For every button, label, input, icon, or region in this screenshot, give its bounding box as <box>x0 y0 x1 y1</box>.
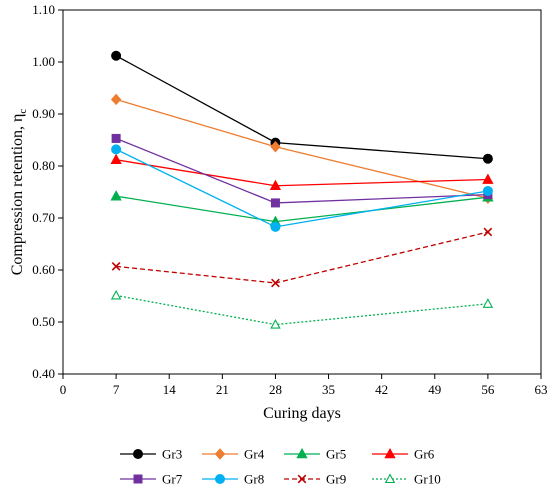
legend-label: Gr6 <box>414 447 435 462</box>
legend-item-gr3: Gr3 <box>120 447 182 462</box>
legend-label: Gr10 <box>414 472 441 487</box>
legend-swatch-marker <box>384 447 396 459</box>
series-gr3 <box>111 50 493 164</box>
data-point-gr3 <box>482 153 493 164</box>
legend-label: Gr8 <box>244 472 264 487</box>
data-point-gr5 <box>110 190 122 201</box>
legend-swatch-marker <box>296 447 308 459</box>
data-point-gr6 <box>269 179 282 191</box>
x-tick-label: 42 <box>375 382 388 397</box>
series-line-gr4 <box>115 98 489 199</box>
data-point-gr7 <box>270 198 280 208</box>
legend-swatch-marker <box>297 474 307 484</box>
x-tick-label: 21 <box>216 382 229 397</box>
data-point-gr6 <box>110 153 122 165</box>
x-axis-title: Curing days <box>263 405 341 422</box>
legend: Gr3 Gr4 Gr5 Gr6 Gr7 Gr8 Gr9 Gr10 <box>120 447 441 487</box>
y-tick-label: 0.80 <box>32 158 55 173</box>
data-point-gr4 <box>110 93 122 106</box>
y-tick-label: 0.70 <box>32 210 55 225</box>
data-point-gr10 <box>110 289 122 300</box>
legend-swatch-marker <box>133 474 143 484</box>
series-line-gr7 <box>115 137 488 204</box>
y-tick-label: 1.00 <box>32 54 55 69</box>
series-gr10 <box>110 289 494 329</box>
x-axis-ticks: 0 7 14 21 28 35 42 49 56 63 <box>60 374 548 397</box>
series-gr9 <box>111 227 493 288</box>
legend-label: Gr9 <box>326 472 346 487</box>
series-gr6 <box>110 153 494 191</box>
y-tick-label: 1.10 <box>32 2 55 17</box>
x-tick-label: 49 <box>428 382 441 397</box>
data-point-gr10 <box>482 298 494 308</box>
x-tick-label: 56 <box>481 382 495 397</box>
data-point-gr8 <box>482 185 493 196</box>
data-point-gr7 <box>111 133 121 143</box>
y-tick-label: 0.90 <box>32 106 55 121</box>
data-point-gr4 <box>270 141 281 153</box>
data-point-gr6 <box>482 173 494 184</box>
legend-item-gr10: Gr10 <box>372 472 441 487</box>
x-tick-label: 35 <box>322 382 335 397</box>
x-tick-label: 14 <box>163 382 177 397</box>
x-tick-label: 63 <box>535 382 548 397</box>
series-line-gr6 <box>116 159 488 187</box>
series-gr7 <box>111 133 493 208</box>
data-point-gr9 <box>483 227 493 237</box>
series-gr8 <box>111 144 493 232</box>
data-point-gr9 <box>271 278 280 288</box>
x-tick-label: 28 <box>269 382 282 397</box>
data-point-gr8 <box>270 221 281 232</box>
legend-item-gr4: Gr4 <box>202 447 265 462</box>
y-tick-label: 0.50 <box>32 314 55 329</box>
series-line-gr9 <box>116 231 489 284</box>
x-tick-label: 7 <box>113 382 120 397</box>
data-point-gr8 <box>111 144 122 155</box>
legend-label: Gr7 <box>162 472 183 487</box>
x-tick-label: 0 <box>60 382 67 397</box>
data-point-gr3 <box>111 50 122 61</box>
legend-label: Gr4 <box>244 447 265 462</box>
legend-swatch-marker <box>133 449 143 459</box>
legend-swatch-marker <box>214 448 226 460</box>
y-axis-title-subscript: c <box>17 109 29 114</box>
data-point-gr9 <box>111 261 121 271</box>
legend-label: Gr5 <box>326 447 346 462</box>
y-axis-ticks: 0.40 0.50 0.60 0.70 0.80 0.90 1.00 1.10 <box>32 2 63 381</box>
data-point-gr10 <box>270 318 281 329</box>
series-line-gr3 <box>115 55 488 160</box>
legend-item-gr5: Gr5 <box>284 447 346 462</box>
y-axis-title: Compression retention, ηc <box>9 109 29 276</box>
legend-item-gr6: Gr6 <box>372 447 435 462</box>
legend-item-gr9: Gr9 <box>284 472 346 487</box>
legend-swatch-marker <box>215 474 225 484</box>
plot-area <box>62 9 542 375</box>
legend-swatch-marker <box>384 473 396 484</box>
series-layer <box>110 50 494 329</box>
y-tick-label: 0.60 <box>32 262 55 277</box>
y-tick-label: 0.40 <box>32 366 55 381</box>
legend-item-gr7: Gr7 <box>120 472 183 487</box>
series-line-gr10 <box>115 294 488 326</box>
series-gr4 <box>110 93 494 204</box>
legend-label: Gr3 <box>162 447 182 462</box>
legend-item-gr8: Gr8 <box>202 472 264 487</box>
